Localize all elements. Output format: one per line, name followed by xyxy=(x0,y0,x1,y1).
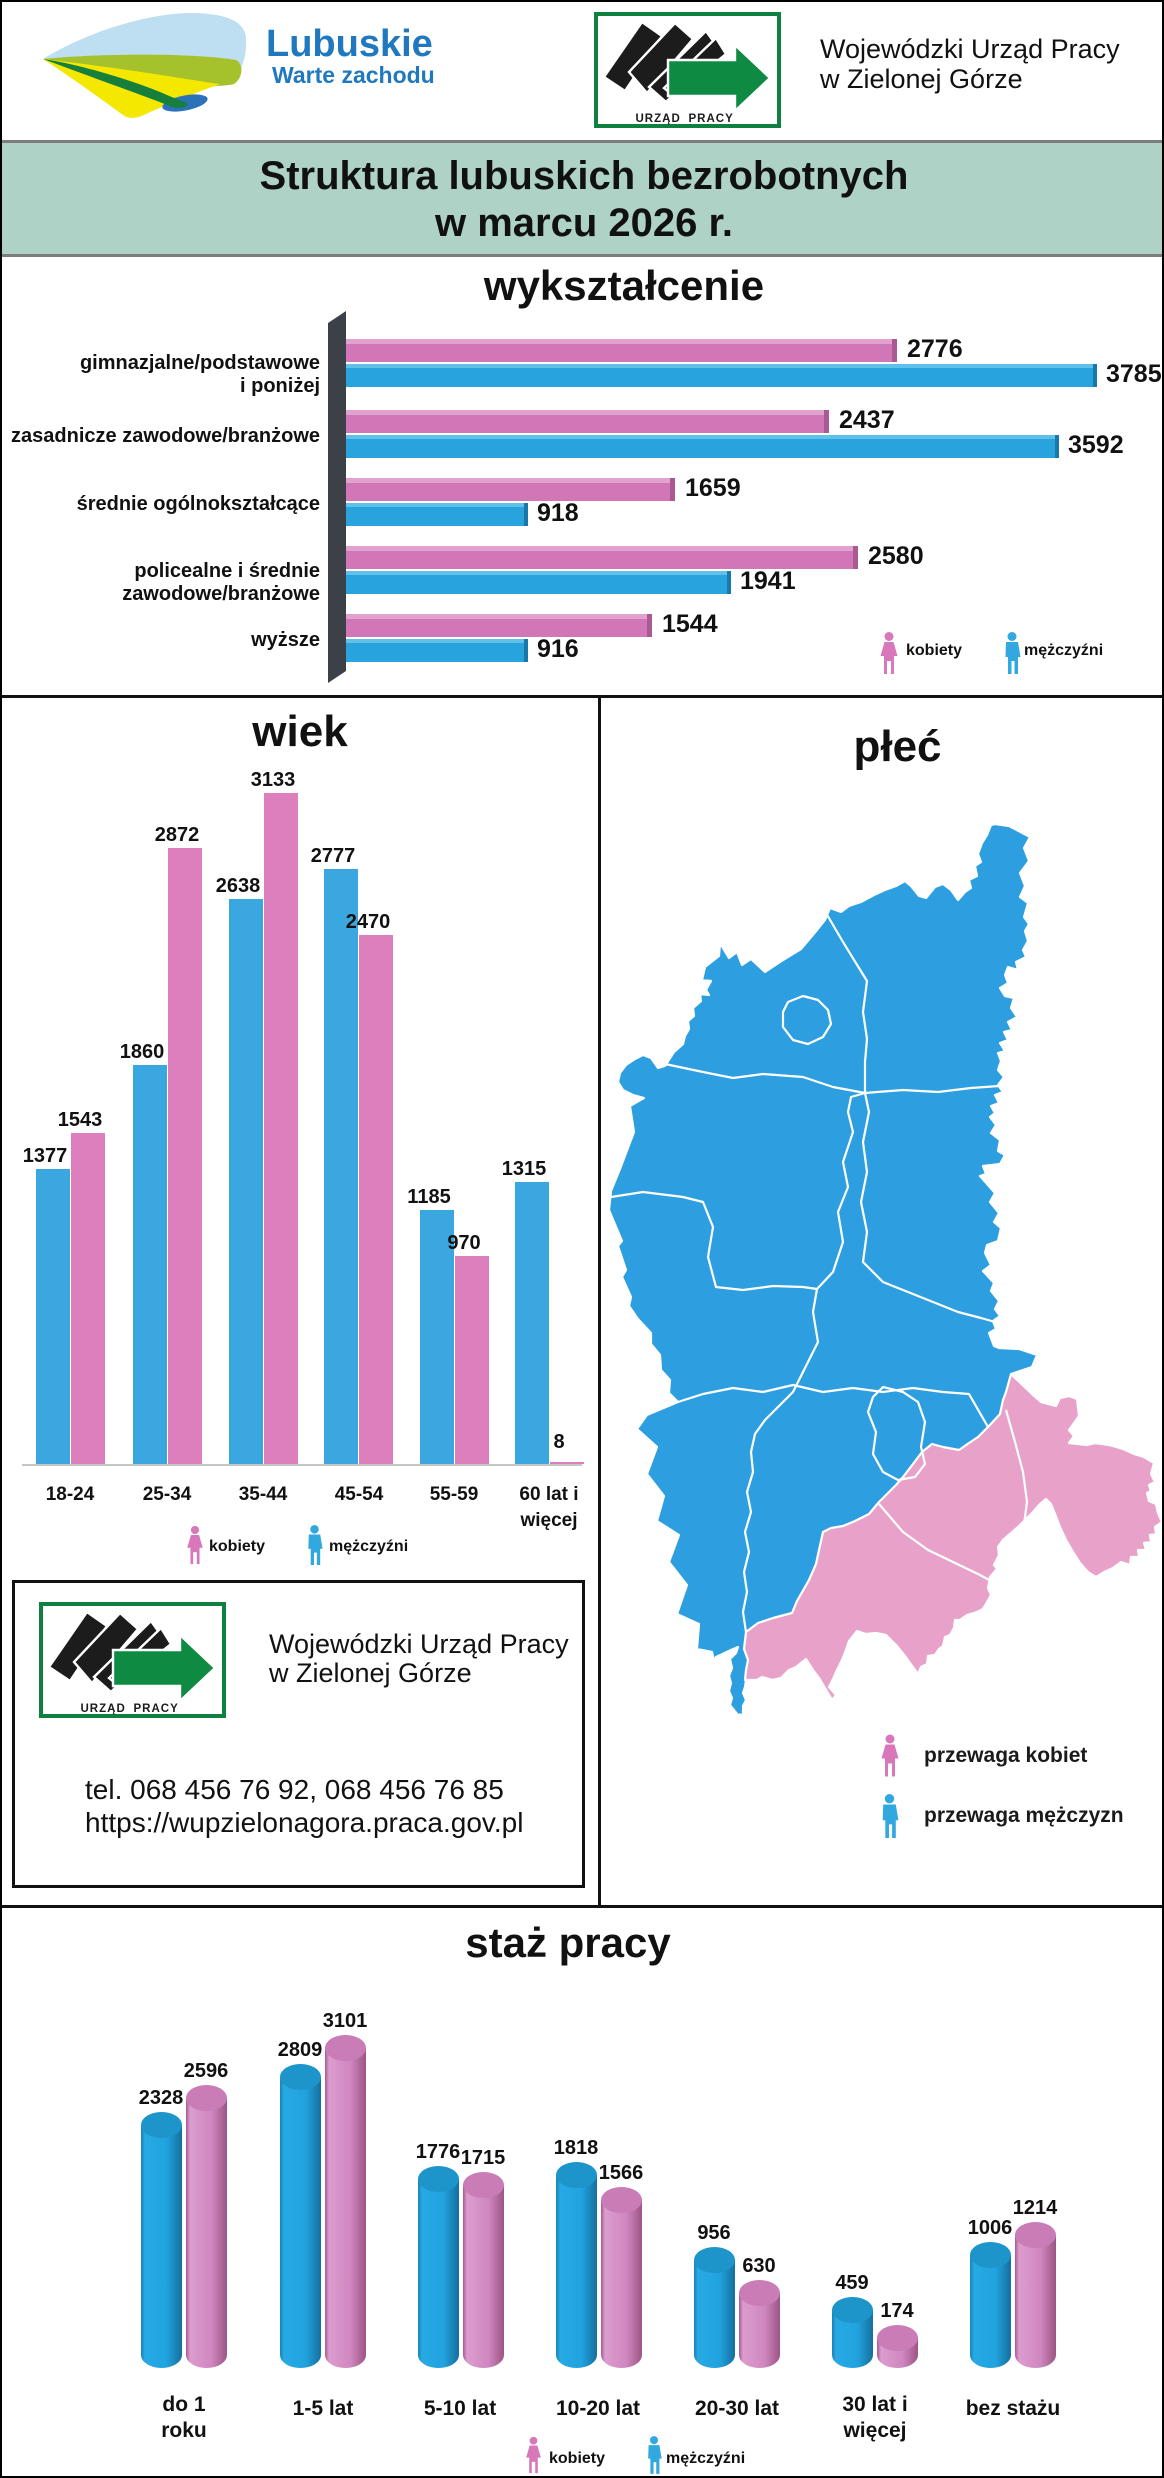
svg-text:URZĄD: URZĄD xyxy=(636,113,681,125)
svg-text:PRACY: PRACY xyxy=(134,1703,179,1715)
svg-text:PRACY: PRACY xyxy=(689,113,734,125)
svg-text:URZĄD: URZĄD xyxy=(81,1703,126,1715)
